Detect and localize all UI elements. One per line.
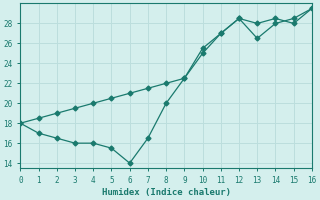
X-axis label: Humidex (Indice chaleur): Humidex (Indice chaleur): [102, 188, 231, 197]
